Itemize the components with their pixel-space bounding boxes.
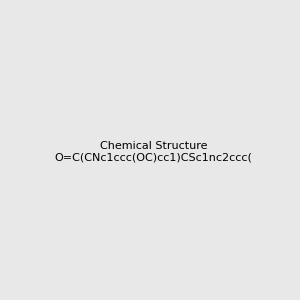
- Text: Chemical Structure
O=C(CNc1ccc(OC)cc1)CSc1nc2ccc(: Chemical Structure O=C(CNc1ccc(OC)cc1)CS…: [55, 141, 253, 162]
